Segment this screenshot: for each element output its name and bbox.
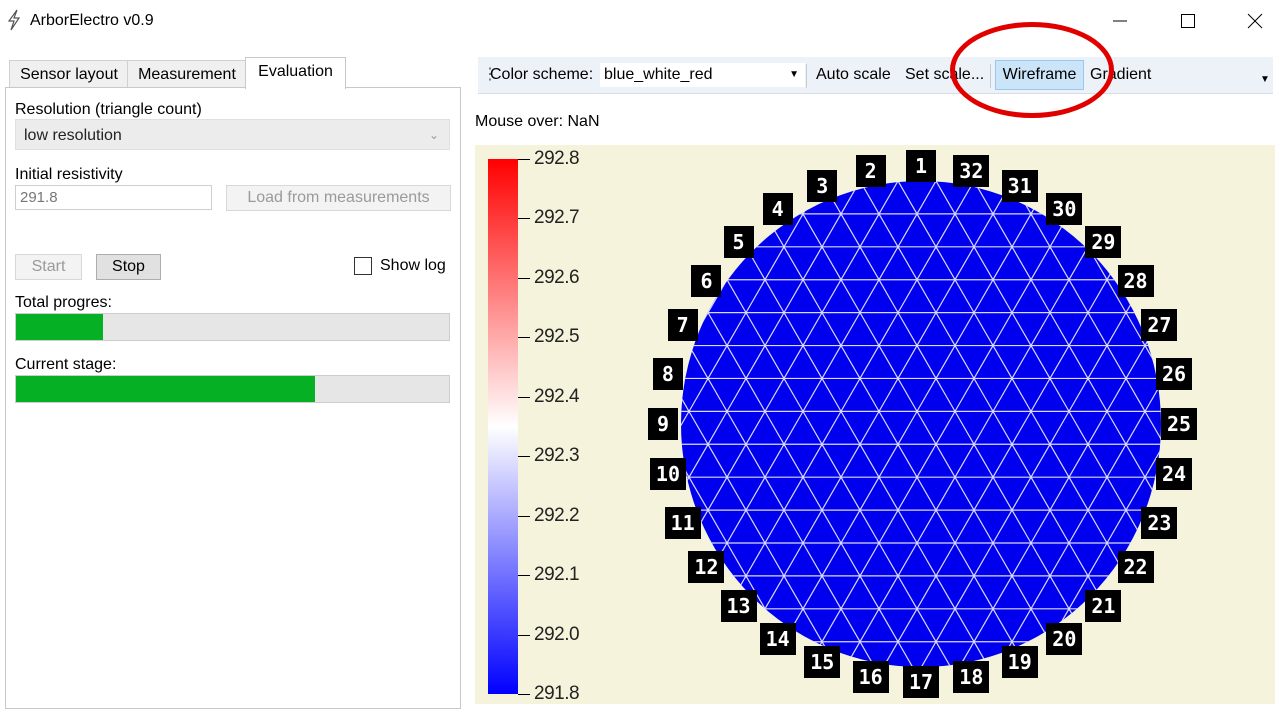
electrode-label: 27 (1141, 309, 1178, 342)
electrode-label: 3 (807, 169, 838, 202)
electrode-label: 24 (1156, 458, 1193, 491)
electrode-label: 5 (723, 225, 754, 258)
electrode-label: 29 (1085, 225, 1122, 258)
start-button[interactable]: Start (15, 254, 82, 280)
electrode-label: 23 (1141, 506, 1178, 539)
load-from-measurements-button[interactable]: Load from measurements (226, 185, 451, 211)
electrode-label: 16 (852, 661, 889, 694)
tab-sensor-layout[interactable]: Sensor layout (9, 60, 129, 88)
colorbar-tick-label: 292.8 (534, 148, 580, 169)
electrode-label: 30 (1046, 193, 1083, 226)
electrode-label: 18 (953, 661, 990, 694)
current-stage-label: Current stage: (15, 356, 117, 373)
resolution-value: low resolution (24, 127, 122, 144)
electrode-label: 13 (720, 590, 757, 623)
close-button[interactable] (1232, 0, 1278, 42)
grip-handle[interactable]: ⋮ (482, 66, 498, 83)
color-scheme-value: blue_white_red (604, 66, 713, 83)
electrode-label: 1 (906, 150, 936, 182)
colorbar-tick (518, 277, 530, 279)
close-icon (1247, 13, 1263, 29)
total-progress-label: Total progres: (15, 294, 112, 311)
electrode-label: 2 (855, 154, 886, 187)
electrode-label: 22 (1117, 551, 1154, 584)
colorbar-tick (518, 575, 530, 577)
electrode-label: 26 (1156, 357, 1193, 390)
toolbar-separator (806, 64, 807, 88)
colorbar-tick (518, 456, 530, 458)
electrode-label: 17 (903, 666, 939, 698)
current-stage-bar (15, 375, 450, 403)
dropdown-arrow-icon: ▼ (789, 69, 799, 80)
show-log-label[interactable]: Show log (380, 257, 446, 274)
electrode-label: 6 (691, 264, 722, 297)
toolbar-overflow-icon[interactable]: ▼ (1260, 74, 1270, 85)
electrode-label: 7 (667, 309, 698, 342)
electrode-label: 12 (688, 551, 725, 584)
electrode-label: 4 (762, 193, 793, 226)
current-stage-fill (16, 376, 315, 402)
color-scale-bar (488, 159, 518, 694)
electrode-label: 21 (1085, 590, 1122, 623)
electrode-label: 10 (649, 458, 686, 491)
lightning-icon (7, 9, 21, 31)
annotation-circle (950, 22, 1114, 118)
colorbar-tick (518, 634, 530, 636)
window-title: ArborElectro v0.9 (30, 12, 154, 29)
electrode-label: 14 (759, 622, 796, 655)
electrode-label: 11 (664, 506, 701, 539)
total-progress-fill (16, 314, 103, 340)
electrode-label: 19 (1001, 646, 1038, 679)
color-scheme-label: Color scheme: (490, 66, 594, 83)
minimize-button[interactable] (1097, 0, 1143, 42)
mouse-over-readout: Mouse over: NaN (475, 113, 600, 130)
colorbar-tick-label: 292.5 (534, 326, 580, 348)
colorbar-tick-label: 292.3 (534, 445, 580, 467)
initial-resistivity-label: Initial resistivity (15, 166, 123, 183)
colorbar-tick-label: 292.2 (534, 504, 580, 526)
colorbar-tick (518, 218, 530, 220)
resolution-label: Resolution (triangle count) (15, 101, 202, 118)
tab-evaluation[interactable]: Evaluation (245, 57, 346, 89)
resolution-select[interactable]: low resolution ⌄ (15, 119, 450, 150)
initial-resistivity-input[interactable]: 291.8 (15, 185, 212, 210)
auto-scale-button[interactable]: Auto scale (816, 66, 891, 83)
electrode-label: 32 (953, 154, 990, 187)
total-progress-bar (15, 313, 450, 341)
electrode-label: 9 (648, 408, 678, 440)
color-scheme-select[interactable]: blue_white_red ▼ (600, 63, 805, 87)
electrode-label: 25 (1161, 408, 1197, 440)
electrode-label: 8 (652, 357, 683, 390)
colorbar-tick (518, 159, 530, 160)
title-bar: ArborElectro v0.9 (0, 0, 1281, 42)
colorbar-tick (518, 694, 530, 695)
maximize-icon (1181, 14, 1195, 28)
chevron-down-icon: ⌄ (428, 128, 439, 142)
colorbar-tick (518, 396, 530, 398)
electrode-label: 31 (1001, 169, 1038, 202)
colorbar-tick-label: 291.8 (534, 683, 580, 704)
colorbar-tick (518, 337, 530, 339)
colorbar-tick-label: 292.0 (534, 623, 580, 645)
electrode-label: 28 (1117, 264, 1154, 297)
show-log-checkbox[interactable] (354, 257, 372, 275)
stop-button[interactable]: Stop (96, 254, 161, 280)
tab-measurement[interactable]: Measurement (127, 60, 247, 88)
colorbar-tick-label: 292.1 (534, 564, 580, 586)
colorbar-tick (518, 515, 530, 517)
colorbar-tick-label: 292.4 (534, 385, 580, 407)
colorbar-tick-label: 292.7 (534, 207, 580, 229)
colorbar-tick-label: 292.6 (534, 266, 580, 288)
electrode-label: 20 (1046, 622, 1083, 655)
electrode-label: 15 (804, 646, 841, 679)
maximize-button[interactable] (1165, 0, 1211, 42)
minimize-icon (1113, 20, 1127, 22)
